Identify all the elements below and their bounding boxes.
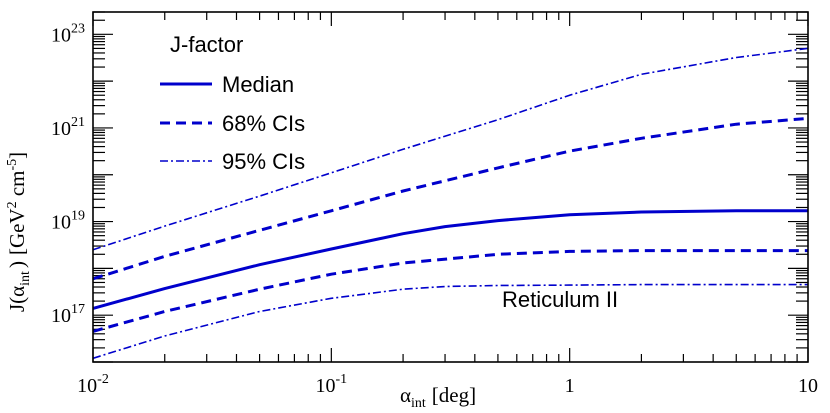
legend-title: J-factor: [170, 32, 243, 57]
tick-labels: 10-2 10-1 1 10 1017 1019 1021 1023: [51, 21, 818, 397]
legend-label-median: Median: [222, 72, 294, 97]
y-tick-label: 1023: [51, 21, 85, 46]
legend-label-95: 95% CIs: [222, 149, 305, 174]
curve-68-upper: [92, 116, 809, 281]
y-axis-label: J(αint)[GeV2 cm-5]: [5, 152, 33, 312]
curve-95-upper: [92, 47, 809, 251]
curve-median: [92, 209, 808, 310]
curve-95-lower: [92, 283, 808, 360]
curves: [92, 47, 809, 360]
legend-label-68: 68% CIs: [222, 111, 305, 136]
x-axis-label: αint [deg]: [400, 383, 476, 411]
y-tick-label: 1021: [51, 115, 85, 140]
x-tick-label: 10-1: [315, 372, 347, 397]
x-tick-label: 10-2: [77, 372, 109, 397]
legend: J-factor Median 68% CIs 95% CIs: [160, 32, 305, 174]
curve-68-lower: [92, 249, 808, 333]
plot-frame: [92, 11, 809, 363]
reticulum-annotation: Reticulum II: [502, 287, 618, 312]
axis-ticks: [92, 11, 809, 363]
x-tick-label: 10: [798, 375, 818, 397]
y-tick-label: 1017: [51, 302, 85, 327]
x-tick-label: 1: [565, 375, 575, 397]
y-tick-label: 1019: [51, 209, 85, 234]
